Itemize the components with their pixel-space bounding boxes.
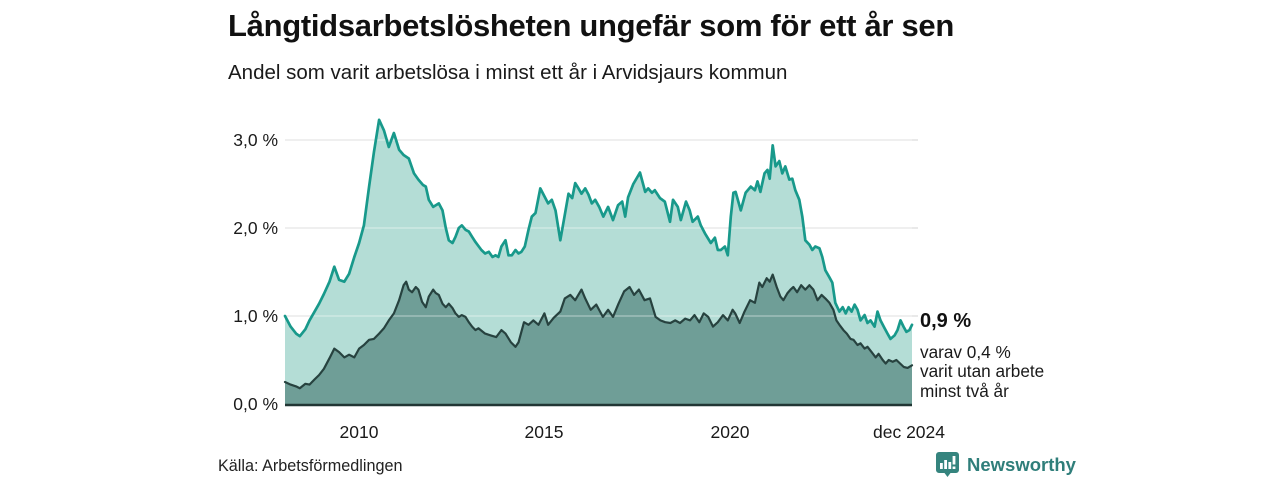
y-axis-tick-2: 2,0 % [233, 218, 278, 238]
note-line-1: varav 0,4 % [920, 342, 1011, 362]
y-axis-tick-0: 0,0 % [233, 394, 278, 414]
x-axis-tick-2015: 2015 [524, 422, 564, 442]
chart-subtitle: Andel som varit arbetslösa i minst ett å… [228, 61, 788, 84]
newsworthy-chart-bubble-icon [936, 452, 959, 477]
latest-value-label: 0,9 % [920, 310, 972, 332]
source-credit: Källa: Arbetsförmedlingen [218, 457, 403, 475]
x-axis-tick-dec-2024: dec 2024 [872, 422, 946, 442]
note-line-3: minst två år [920, 380, 1009, 401]
newsworthy-logo: Newsworthy [935, 451, 1076, 479]
latest-value-note: varav 0,4 % varit utan arbete minst två … [920, 342, 1045, 401]
x-axis-tick-2020: 2020 [710, 422, 750, 442]
y-axis-tick-1: 1,0 % [233, 306, 278, 326]
x-axis-tick-2010: 2010 [339, 422, 379, 442]
logo-wordmark: Newsworthy [967, 454, 1076, 475]
page-title: Långtidsarbetslösheten ungefär som för e… [228, 8, 955, 43]
y-axis-tick-3: 3,0 % [233, 130, 278, 150]
note-line-2: varit utan arbete [920, 361, 1045, 382]
